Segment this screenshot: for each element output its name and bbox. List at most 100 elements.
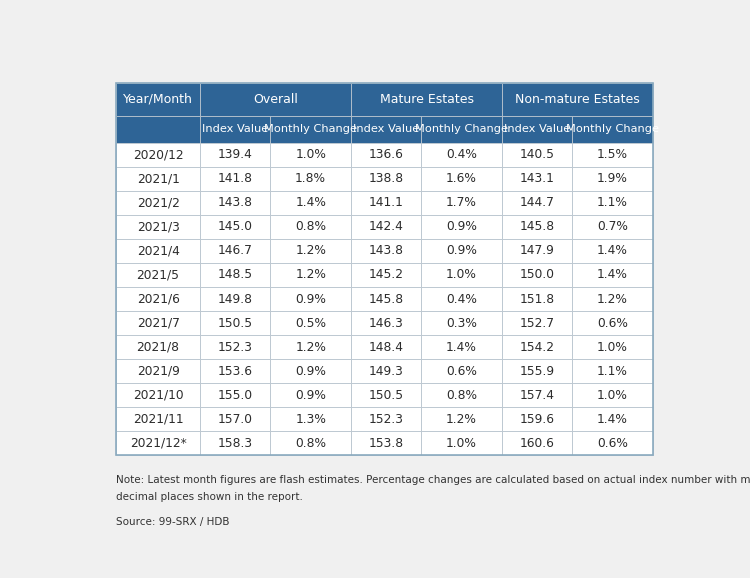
Bar [572, 191, 653, 215]
Bar [421, 167, 502, 191]
Text: 1.2%: 1.2% [296, 340, 326, 354]
Text: 145.8: 145.8 [519, 220, 554, 234]
Text: 142.4: 142.4 [369, 220, 404, 234]
Text: 147.9: 147.9 [520, 244, 554, 257]
Bar [351, 263, 421, 287]
Text: 1.1%: 1.1% [597, 365, 628, 377]
Bar [421, 239, 502, 263]
Bar [502, 359, 572, 383]
Bar [200, 215, 270, 239]
Bar [116, 335, 200, 359]
Text: 150.5: 150.5 [217, 317, 253, 329]
Bar [502, 263, 572, 287]
Bar [270, 143, 351, 167]
Text: Index Value: Index Value [504, 124, 570, 135]
Bar [572, 311, 653, 335]
Bar [421, 335, 502, 359]
Bar [572, 263, 653, 287]
Text: 158.3: 158.3 [217, 437, 253, 450]
Text: Monthly Change: Monthly Change [415, 124, 508, 135]
Text: 0.9%: 0.9% [446, 244, 477, 257]
Text: 0.4%: 0.4% [446, 292, 477, 306]
Text: 2021/6: 2021/6 [136, 292, 179, 306]
Bar [421, 143, 502, 167]
Text: decimal places shown in the report.: decimal places shown in the report. [116, 492, 303, 502]
Text: 157.4: 157.4 [520, 388, 554, 402]
Text: 0.8%: 0.8% [296, 220, 326, 234]
Text: 149.3: 149.3 [369, 365, 404, 377]
Text: 0.9%: 0.9% [446, 220, 477, 234]
Text: 145.8: 145.8 [368, 292, 404, 306]
Bar [116, 407, 200, 431]
Text: 1.6%: 1.6% [446, 172, 477, 186]
Bar [270, 311, 351, 335]
Bar [351, 239, 421, 263]
Bar [421, 431, 502, 455]
Bar [351, 431, 421, 455]
Bar [200, 383, 270, 407]
Text: 2021/4: 2021/4 [136, 244, 179, 257]
Bar [116, 143, 200, 167]
Text: 1.4%: 1.4% [597, 268, 628, 281]
Bar [351, 143, 421, 167]
Text: 1.2%: 1.2% [597, 292, 628, 306]
Text: 0.6%: 0.6% [597, 317, 628, 329]
Text: 153.8: 153.8 [368, 437, 404, 450]
Bar [502, 167, 572, 191]
Bar [270, 359, 351, 383]
Text: 148.4: 148.4 [368, 340, 404, 354]
Bar [502, 116, 572, 143]
Text: 1.1%: 1.1% [597, 197, 628, 209]
Bar [116, 239, 200, 263]
Text: 138.8: 138.8 [368, 172, 404, 186]
Bar [502, 335, 572, 359]
Bar [421, 359, 502, 383]
Bar [116, 311, 200, 335]
Text: 143.8: 143.8 [217, 197, 253, 209]
Text: 1.0%: 1.0% [597, 340, 628, 354]
Text: 2021/8: 2021/8 [136, 340, 179, 354]
Bar [572, 407, 653, 431]
Text: 140.5: 140.5 [520, 149, 554, 161]
Text: 2021/1: 2021/1 [136, 172, 179, 186]
Bar [421, 191, 502, 215]
Bar [116, 167, 200, 191]
Bar [502, 191, 572, 215]
Bar [572, 335, 653, 359]
Text: 2021/10: 2021/10 [133, 388, 184, 402]
Text: Note: Latest month figures are flash estimates. Percentage changes are calculate: Note: Latest month figures are flash est… [116, 475, 750, 486]
Text: 146.3: 146.3 [369, 317, 404, 329]
Bar [116, 431, 200, 455]
Bar [200, 335, 270, 359]
Bar [200, 311, 270, 335]
Bar [116, 83, 200, 116]
Bar [116, 83, 653, 455]
Bar [502, 431, 572, 455]
Text: 0.6%: 0.6% [597, 437, 628, 450]
Text: Overall: Overall [254, 93, 298, 106]
Text: Source: 99-SRX / HDB: Source: 99-SRX / HDB [116, 517, 230, 527]
Text: 139.4: 139.4 [217, 149, 253, 161]
Text: 146.7: 146.7 [217, 244, 253, 257]
Text: 1.0%: 1.0% [296, 149, 326, 161]
Text: 2021/12*: 2021/12* [130, 437, 187, 450]
Text: 0.8%: 0.8% [446, 388, 477, 402]
Bar [421, 383, 502, 407]
Bar [421, 116, 502, 143]
Bar [200, 83, 351, 116]
Bar [200, 167, 270, 191]
Bar [200, 143, 270, 167]
Text: 152.3: 152.3 [217, 340, 253, 354]
Text: 141.1: 141.1 [369, 197, 404, 209]
Text: 2021/7: 2021/7 [136, 317, 179, 329]
Text: 155.0: 155.0 [217, 388, 253, 402]
Bar [200, 116, 270, 143]
Bar [502, 287, 572, 311]
Text: 150.0: 150.0 [520, 268, 554, 281]
Bar [421, 311, 502, 335]
Text: 143.1: 143.1 [520, 172, 554, 186]
Text: 159.6: 159.6 [520, 413, 554, 425]
Bar [270, 431, 351, 455]
Text: 2021/2: 2021/2 [136, 197, 179, 209]
Text: 0.4%: 0.4% [446, 149, 477, 161]
